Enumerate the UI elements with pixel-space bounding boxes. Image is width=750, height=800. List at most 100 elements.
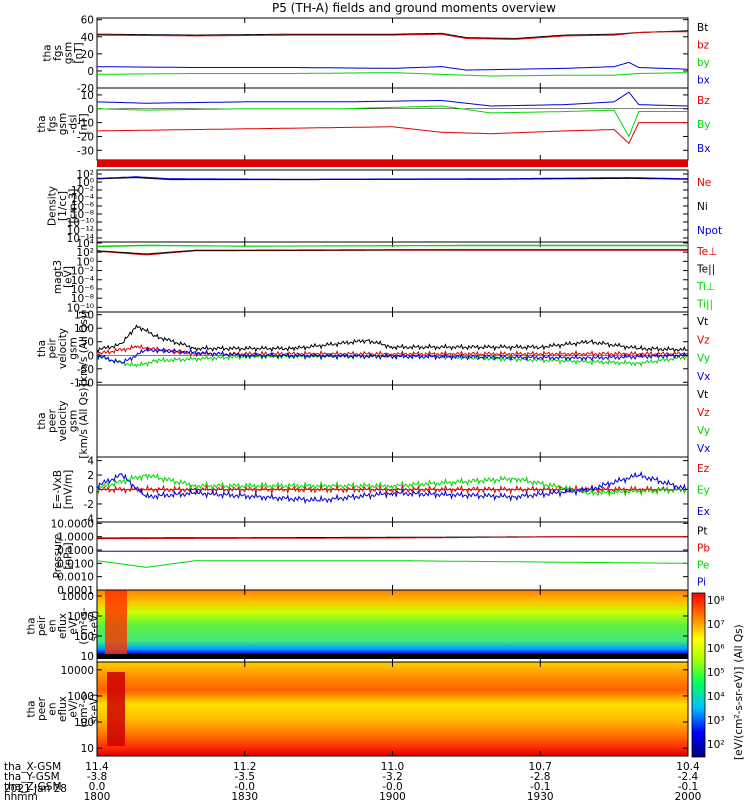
colorbar-tick-label: 10³ (707, 715, 725, 727)
y-axis-label-line: E=-VxB (52, 470, 64, 509)
y-axis-label-line: gsm (68, 337, 80, 359)
panel-frame (96, 384, 689, 458)
legend-Vz: Vz (697, 334, 710, 346)
y-tick-label: 40 (81, 32, 94, 44)
y-tick-label: 10 (81, 743, 94, 755)
y-tick-label: 0.0001 (57, 585, 94, 597)
y-tick-label: -20 (77, 83, 94, 95)
y-axis-label-line: [eV] (62, 266, 74, 288)
y-axis-label-line: eV/ (68, 700, 80, 718)
panel-peer-eflux: 10000 1000 100 10 thapeerenefluxeV/(cm²-s-sr… (26, 661, 689, 757)
y-axis-label-line: gsm (62, 42, 74, 64)
y-axis-label-line: peir (36, 615, 48, 636)
y-axis-label-line: tha (26, 700, 38, 717)
y-axis-label: Pressure[nPa] (52, 534, 75, 579)
footer-ephemeris: tha_X-GSM 11.4 11.2 11.0 10.7 10.4 tha_Y-GSM -3… (4, 761, 701, 800)
series-Npot (96, 176, 688, 180)
y-axis-label-line: Pressure (52, 534, 64, 579)
y-tick-label: -20 (77, 131, 94, 143)
colorbar-tick-label: 10² (707, 739, 725, 751)
y-tick-label: 10⁴ (76, 238, 94, 250)
legend-Vt: Vt (697, 389, 708, 401)
legend-Ti⊥: Ti⊥ (696, 281, 715, 293)
panel-peir-eflux: 10000 1000 100 10 thapeirenefluxeV/(cm²-s-sr… (26, 589, 689, 663)
y-axis-label-line: [km/s (All Qs)] (78, 383, 90, 458)
spectrogram-peer (97, 662, 688, 756)
y-axis-label-line: peer (47, 408, 59, 433)
footer-value: -0.1 (530, 781, 551, 793)
footer-value: 1830 (231, 791, 258, 800)
legend-Ni: Ni (697, 201, 708, 213)
y-tick-label: 4 (87, 456, 94, 468)
series-Vx (96, 346, 689, 365)
y-tick-label: 50 (81, 337, 94, 349)
y-tick-label: -10 (77, 118, 94, 130)
footer-value: -0.0 (235, 781, 256, 793)
footer-value: -3.5 (235, 771, 256, 783)
footer-row-label: hhmm (4, 791, 38, 800)
legend-Bt: Bt (697, 22, 708, 34)
y-axis-label-line: gsm (57, 113, 69, 135)
y-axis-label-line: gsm (68, 410, 80, 432)
y-tick-label: 1.0000 (57, 532, 94, 544)
footer-value: 10.4 (676, 761, 700, 773)
spectrogram-burst (107, 672, 125, 746)
y-tick-label: 10⁻⁴ (71, 193, 94, 205)
footer-value: -2.8 (530, 771, 551, 783)
series-Pb (97, 536, 688, 540)
legend-Pb: Pb (697, 543, 710, 555)
legend-Ez: Ez (697, 463, 710, 475)
y-axis-label: thapeirvelocitygsm[km/s (All Qs)] (36, 311, 90, 386)
legend-Npot: Npot (697, 225, 722, 237)
y-axis-label-line: eflux (57, 613, 69, 639)
y-axis-label-line: [nT] (73, 42, 85, 63)
legend-By: By (697, 119, 710, 131)
legend-Bz: Bz (697, 95, 710, 107)
series-Bx (96, 91, 688, 107)
y-tick-label: 10⁻² (71, 185, 94, 197)
panel-peir-velocity: 150100500-50-100thapeirvelocitygsm[km/s … (36, 310, 710, 390)
y-tick-label: 10⁻⁸ (71, 293, 94, 305)
y-tick-label: 10⁻¹⁰ (67, 217, 94, 229)
y-axis-label-line: [1/cc] (57, 191, 69, 221)
y-axis-label-line: eV/ (68, 617, 80, 635)
y-axis-label-line: peer (36, 696, 48, 721)
y-tick-label: 150 (74, 310, 94, 322)
y-tick-label: 100 (74, 717, 94, 729)
panel-frame (96, 87, 689, 161)
y-axis-label-line: (cm²-s- (78, 607, 90, 645)
y-tick-label: 0 (87, 104, 94, 116)
y-axis-label-line: magt3 (52, 260, 64, 294)
y-axis-label: Density[1/cc][cm-3] (47, 186, 80, 226)
y-axis-label-line: peir (47, 338, 59, 359)
y-axis-label-line: sr-eV) (89, 611, 101, 642)
spectrogram-burst (105, 590, 127, 654)
legend-Vz: Vz (697, 407, 710, 419)
y-tick-label: 20 (81, 49, 94, 61)
y-axis-label-line: [nT] (78, 113, 90, 134)
colorbar-tick-label: 10⁵ (707, 667, 725, 679)
footer-value: 2000 (675, 791, 702, 800)
series-Pe (96, 560, 688, 568)
legend-by: by (697, 57, 710, 69)
y-tick-label: -2 (84, 499, 94, 511)
legend-Vx: Vx (697, 443, 710, 455)
footer-value: -0.1 (678, 781, 699, 793)
chart-title: P5 (TH-A) fields and ground moments over… (272, 1, 556, 15)
series-by (97, 61, 688, 71)
y-axis-label-line: [km/s (All Qs)] (78, 311, 90, 386)
y-axis-label-line: (cm²-s- (78, 690, 90, 728)
panel-fgs-components: 10 0 -10-20 -30 thafgsgsm-dsl[nT] Bz By Bx (36, 87, 710, 161)
panel-fgs-total: 60 40 20 0 -20 thafgsgsm[nT] Bt bz by bx (41, 15, 710, 95)
footer-value: -0.0 (382, 781, 403, 793)
y-axis-label-line: en (47, 619, 59, 632)
legend-Pt: Pt (697, 526, 707, 538)
y-tick-label: 100 (74, 323, 94, 335)
y-tick-label: 0 (87, 485, 94, 497)
series-bx (97, 72, 689, 77)
y-tick-label: -30 (77, 145, 94, 157)
colorbar: 10⁸ 10⁷ 10⁶ 10⁵ 10⁴ 10³ 10² [eV/(cm²-s-sr-eV)]… (691, 592, 745, 760)
series-Te|| (97, 249, 688, 255)
